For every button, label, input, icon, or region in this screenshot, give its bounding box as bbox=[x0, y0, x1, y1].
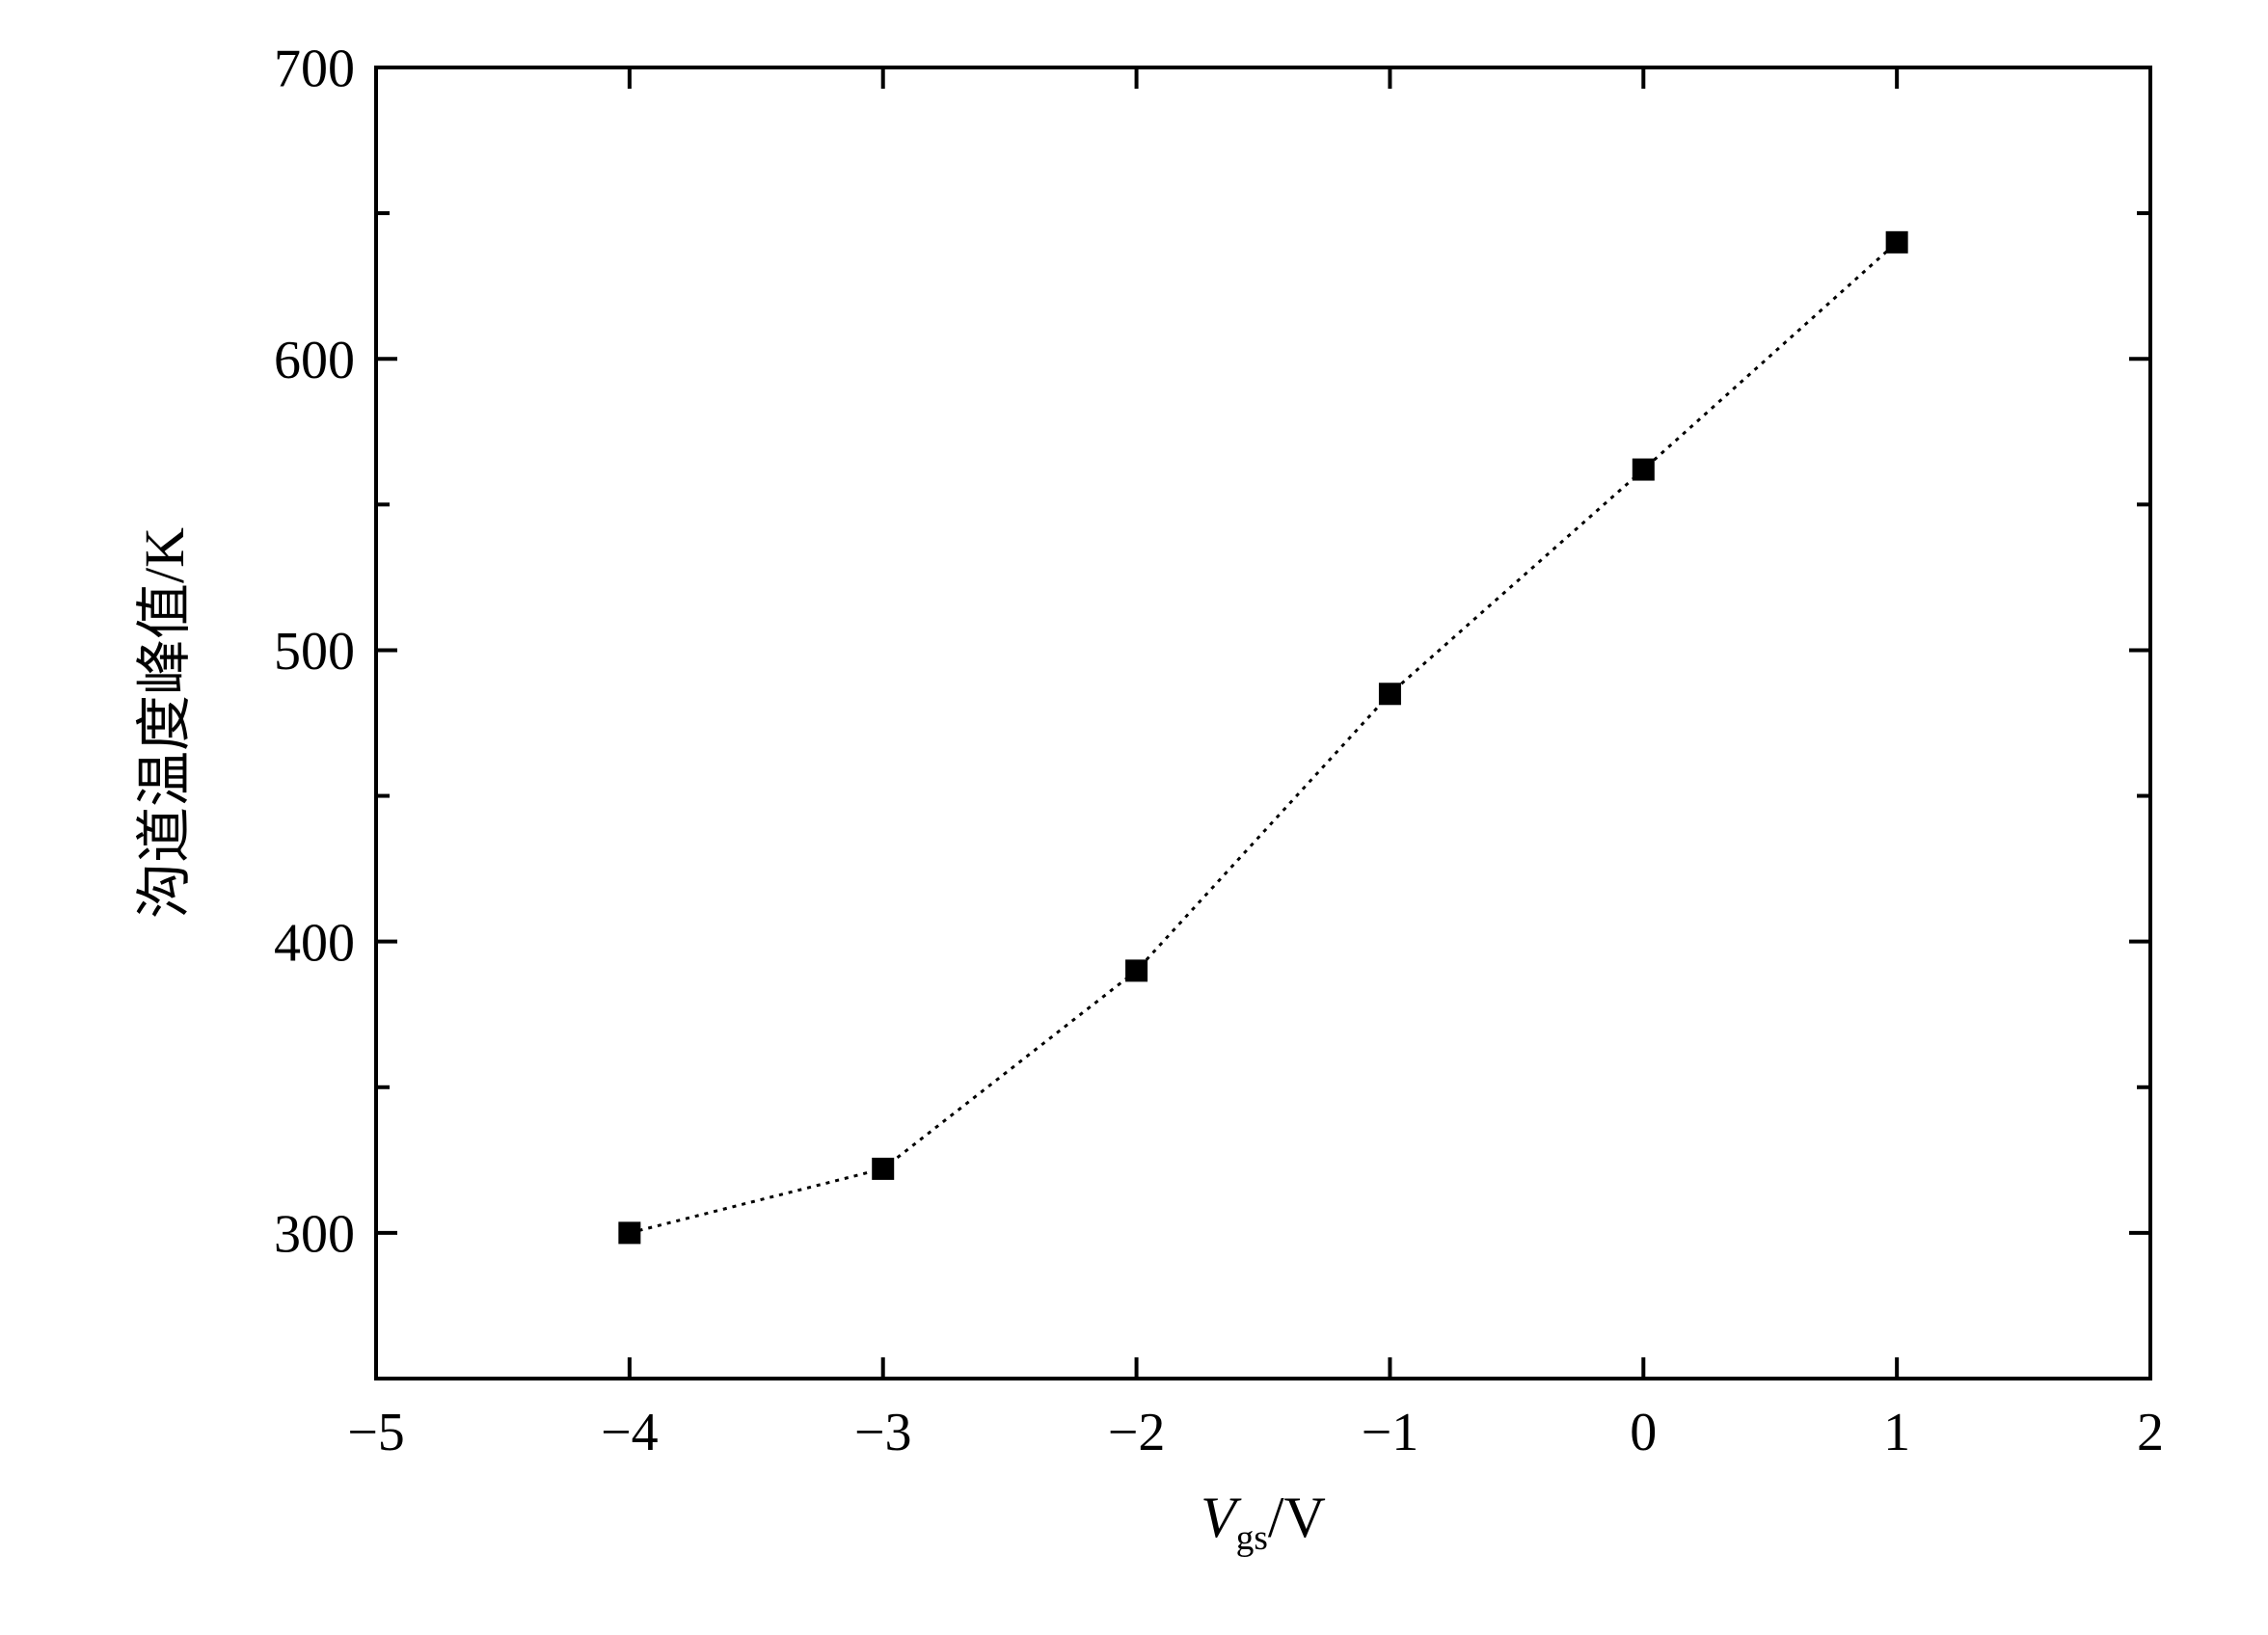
series-marker-channel-peak-temp bbox=[1126, 960, 1148, 981]
chart-svg: −5 −4 −3 −2 −1 0 1 2 300 400 500 600 700 沟道温度峰值/K Vgs/… bbox=[0, 0, 2268, 1635]
x-tick-label: −3 bbox=[854, 1403, 912, 1462]
y-tick-label: 300 bbox=[274, 1204, 355, 1264]
x-tick-label: 2 bbox=[2137, 1403, 2164, 1462]
series-marker-channel-peak-temp bbox=[873, 1158, 894, 1179]
x-tick-label: 1 bbox=[1883, 1403, 1910, 1462]
y-tick-label: 700 bbox=[274, 40, 355, 99]
x-tick-label: −4 bbox=[601, 1403, 659, 1462]
series-marker-channel-peak-temp bbox=[1633, 459, 1654, 480]
y-axis-label: 沟道温度峰值/K bbox=[133, 527, 196, 919]
chart-container: −5 −4 −3 −2 −1 0 1 2 300 400 500 600 700 沟道温度峰值/K Vgs/… bbox=[0, 0, 2268, 1635]
x-tick-label: −5 bbox=[347, 1403, 405, 1462]
plot-border bbox=[376, 67, 2150, 1379]
series-marker-channel-peak-temp bbox=[1379, 683, 1400, 705]
y-tick-label: 400 bbox=[274, 913, 355, 973]
y-tick-label: 600 bbox=[274, 331, 355, 390]
series-marker-channel-peak-temp bbox=[1886, 231, 1907, 253]
x-tick-label: 0 bbox=[1630, 1403, 1657, 1462]
x-tick-label: −2 bbox=[1108, 1403, 1166, 1462]
y-tick-label: 500 bbox=[274, 622, 355, 682]
x-tick-label: −1 bbox=[1362, 1403, 1419, 1462]
series-line-channel-peak-temp bbox=[630, 242, 1897, 1233]
x-axis-label: Vgs/V bbox=[1201, 1486, 1326, 1558]
series-marker-channel-peak-temp bbox=[619, 1222, 640, 1244]
